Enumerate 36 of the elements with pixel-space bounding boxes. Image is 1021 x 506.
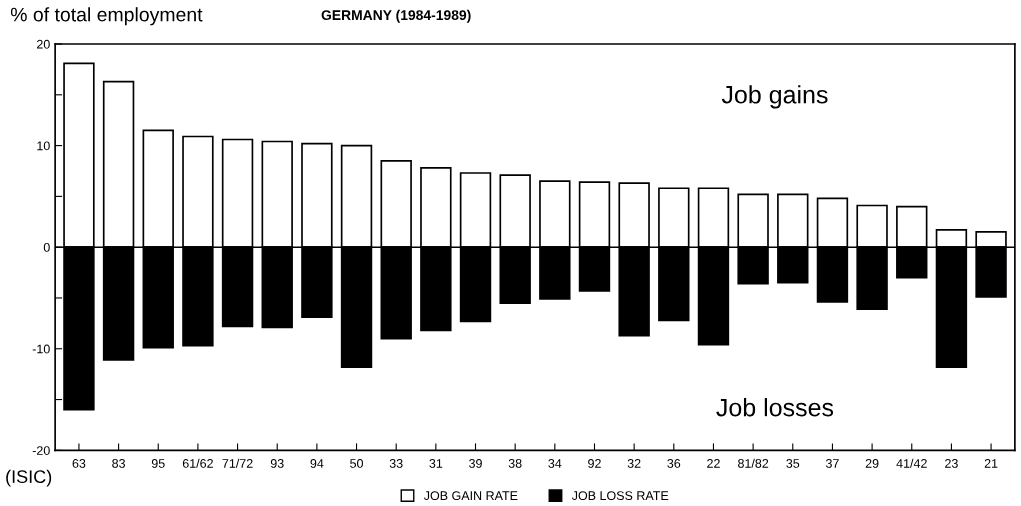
annotation: Job losses: [716, 398, 834, 417]
y-tick-label: 20: [37, 39, 50, 49]
x-tick-label: 22: [707, 459, 720, 468]
y-tick-label: -20: [32, 446, 50, 455]
x-tick-label: 61/62: [182, 458, 213, 468]
x-tick-label: 37: [825, 459, 839, 468]
x-tick-label: 39: [469, 459, 482, 468]
y-tick-label: 0: [43, 242, 50, 252]
x-tick-label: 38: [508, 459, 522, 468]
y-tick-label: -10: [32, 344, 50, 354]
chart-title: GERMANY (1984-1989): [321, 9, 471, 23]
x-tick-label: 95: [151, 459, 165, 468]
x-tick-label: 71/72: [222, 458, 253, 468]
x-tick-label: 94: [310, 459, 324, 468]
x-tick-label: 63: [72, 459, 86, 468]
x-tick-label: 31: [429, 459, 443, 468]
x-tick-label: 36: [667, 459, 681, 468]
x-tick-label: 93: [270, 459, 284, 468]
x-tick-label: 50: [350, 459, 363, 468]
x-tick-label: 32: [627, 459, 641, 468]
x-tick-label: 34: [548, 459, 562, 468]
x-tick-label: 35: [786, 459, 800, 468]
y-tick-label: 10: [37, 141, 50, 151]
x-tick-label: 21: [984, 459, 998, 468]
x-tick-label: 29: [865, 459, 879, 468]
y-axis-title: % of total employment: [10, 7, 203, 26]
x-tick-label: 92: [588, 459, 601, 468]
legend-label: JOB GAIN RATE: [423, 491, 518, 501]
text: (ISIC): [6, 469, 52, 487]
x-tick-label: 83: [112, 459, 125, 468]
x-tick-label: 81/82: [738, 458, 769, 468]
x-tick-label: 23: [945, 459, 958, 468]
legend-label: JOB LOSS RATE: [571, 491, 669, 501]
x-tick-label: 33: [389, 459, 403, 468]
annotation: Job gains: [721, 85, 828, 109]
x-tick-label: 41/42: [896, 458, 927, 468]
